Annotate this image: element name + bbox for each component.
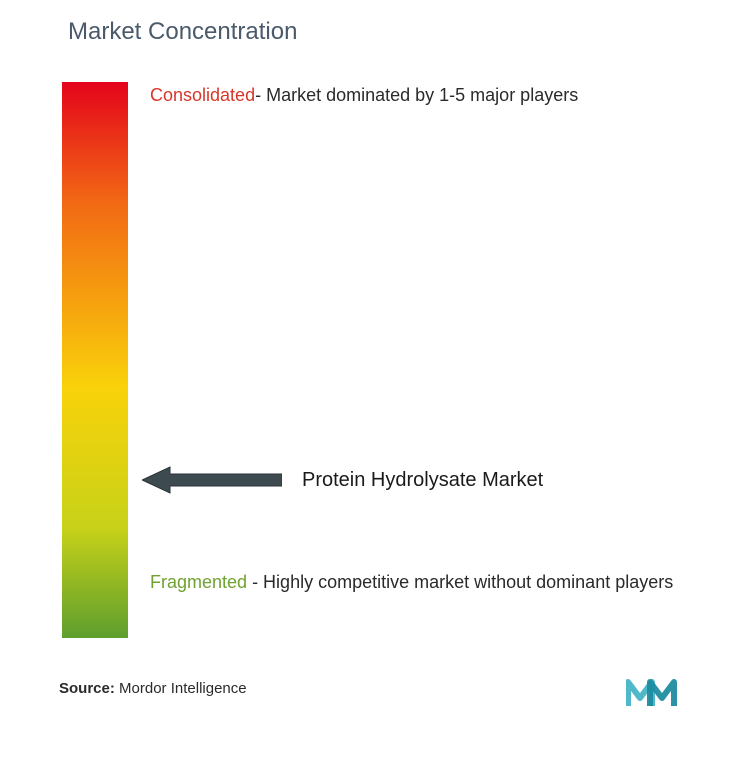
market-marker: Protein Hydrolysate Market (142, 465, 543, 495)
source-label: Source: (59, 680, 115, 697)
mordor-logo-icon (626, 676, 682, 710)
fragmented-term: Fragmented (150, 572, 247, 592)
consolidated-term: Consolidated (150, 85, 255, 105)
arrow-left-icon (142, 465, 282, 495)
consolidated-description: - Market dominated by 1-5 major players (255, 85, 578, 105)
market-name-label: Protein Hydrolysate Market (302, 469, 543, 492)
consolidated-label: Consolidated- Market dominated by 1-5 ma… (150, 82, 578, 109)
fragmented-description: - Highly competitive market without domi… (247, 572, 673, 592)
fragmented-label: Fragmented - Highly competitive market w… (150, 564, 673, 600)
source-value: Mordor Intelligence (119, 680, 247, 697)
chart-title: Market Concentration (68, 18, 297, 46)
source-attribution: Source: Mordor Intelligence (59, 680, 247, 697)
chart-container: Market Concentration Consolidated- Marke… (0, 0, 744, 762)
concentration-gradient-bar (62, 82, 128, 638)
